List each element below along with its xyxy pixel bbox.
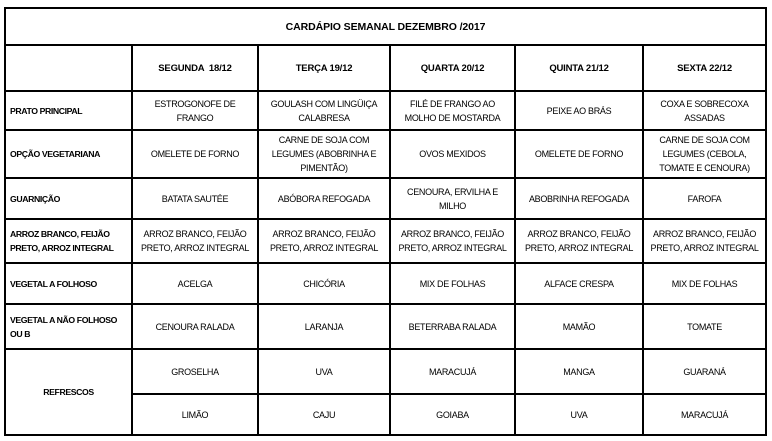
day-header-terca: TERÇA 19/12: [257, 44, 391, 92]
table-row: REFRESCOS GROSELHA UVA MARACUJÁ MANGA GU…: [4, 348, 768, 436]
menu-cell: CENOURA, ERVILHA E MILHO: [389, 177, 516, 220]
table-title: CARDÁPIO SEMANAL DEZEMBRO /2017: [3, 7, 768, 46]
row-label-guarnicao: GUARNIÇÃO: [4, 177, 133, 220]
menu-cell: CENOURA RALADA: [131, 303, 259, 350]
row-label-refrescos: REFRESCOS: [4, 348, 133, 436]
menu-cell: LIMÃO: [131, 393, 259, 436]
day-header-sexta: SEXTA 22/12: [641, 44, 768, 92]
menu-cell: ESTROGONOFE DE FRANGO: [131, 90, 259, 131]
menu-cell: MAMÃO: [514, 303, 644, 350]
table-row: ARROZ BRANCO, FEIJÃO PRETO, ARROZ INTEGR…: [4, 218, 768, 264]
row-label-opcao-vegetariana: OPÇÃO VEGETARIANA: [4, 129, 133, 179]
table-row: LIMÃO CAJU GOIABA UVA MARACUJÁ: [5, 393, 768, 436]
menu-cell: LARANJA: [257, 303, 391, 350]
menu-cell: MIX DE FOLHAS: [641, 262, 768, 305]
menu-cell: COXA E SOBRECOXA ASSADAS: [641, 90, 768, 131]
menu-cell: OMELETE DE FORNO: [131, 129, 259, 179]
menu-cell: GOULASH COM LINGÜIÇA CALABRESA: [257, 90, 391, 131]
menu-cell: ACELGA: [131, 262, 259, 305]
menu-cell: ARROZ BRANCO, FEIJÃO PRETO, ARROZ INTEGR…: [389, 218, 516, 264]
menu-cell: MARACUJÁ: [641, 393, 768, 436]
menu-cell: CARNE DE SOJA COM LEGUMES (CEBOLA, TOMAT…: [641, 129, 768, 179]
menu-table: CARDÁPIO SEMANAL DEZEMBRO /2017 SEGUNDA …: [3, 7, 768, 436]
menu-cell: CAJU: [257, 393, 391, 436]
table-row: GUARNIÇÃO BATATA SAUTÉE ABÓBORA REFOGADA…: [4, 177, 768, 220]
menu-cell: OVOS MEXIDOS: [389, 129, 516, 179]
menu-cell: FAROFA: [641, 177, 768, 220]
menu-cell: CARNE DE SOJA COM LEGUMES (ABOBRINHA E P…: [257, 129, 391, 179]
menu-cell: FILÉ DE FRANGO AO MOLHO DE MOSTARDA: [389, 90, 516, 131]
menu-cell: ARROZ BRANCO, FEIJÃO PRETO, ARROZ INTEGR…: [131, 218, 259, 264]
menu-cell: GOIABA: [389, 393, 516, 436]
menu-cell: GROSELHA: [131, 348, 259, 395]
menu-cell: TOMATE: [641, 303, 768, 350]
table-row: VEGETAL A NÃO FOLHOSO OU B CENOURA RALAD…: [4, 303, 768, 350]
menu-cell: MIX DE FOLHAS: [389, 262, 516, 305]
menu-cell: ARROZ BRANCO, FEIJÃO PRETO, ARROZ INTEGR…: [257, 218, 391, 264]
menu-cell: CHICÓRIA: [257, 262, 391, 305]
table-row: VEGETAL A FOLHOSO ACELGA CHICÓRIA MIX DE…: [4, 262, 768, 305]
menu-cell: BATATA SAUTÉE: [131, 177, 259, 220]
menu-cell: ALFACE CRESPA: [514, 262, 644, 305]
day-header-quarta: QUARTA 20/12: [389, 44, 516, 92]
menu-cell: GUARANÁ: [641, 348, 768, 395]
menu-cell: PEIXE AO BRÁS: [514, 90, 644, 131]
menu-cell: OMELETE DE FORNO: [514, 129, 644, 179]
menu-cell: ABÓBORA REFOGADA: [257, 177, 391, 220]
menu-cell: UVA: [514, 393, 644, 436]
row-label-arroz-feijao: ARROZ BRANCO, FEIJÃO PRETO, ARROZ INTEGR…: [4, 218, 133, 264]
title-row: CARDÁPIO SEMANAL DEZEMBRO /2017: [3, 7, 768, 46]
day-header-segunda: SEGUNDA 18/12: [131, 44, 259, 92]
row-label-vegetal-folhoso: VEGETAL A FOLHOSO: [4, 262, 133, 305]
menu-cell: UVA: [257, 348, 391, 395]
corner-cell: [4, 44, 133, 92]
menu-cell: ARROZ BRANCO, FEIJÃO PRETO, ARROZ INTEGR…: [514, 218, 644, 264]
table-row: PRATO PRINCIPAL ESTROGONOFE DE FRANGO GO…: [4, 90, 768, 131]
menu-cell: ABOBRINHA REFOGADA: [514, 177, 644, 220]
day-header-quinta: QUINTA 21/12: [514, 44, 644, 92]
header-row: SEGUNDA 18/12 TERÇA 19/12 QUARTA 20/12 Q…: [4, 44, 768, 92]
row-label-vegetal-nao-folhoso: VEGETAL A NÃO FOLHOSO OU B: [4, 303, 133, 350]
menu-cell: BETERRABA RALADA: [389, 303, 516, 350]
row-label-prato-principal: PRATO PRINCIPAL: [4, 90, 133, 131]
table-row: OPÇÃO VEGETARIANA OMELETE DE FORNO CARNE…: [4, 129, 768, 179]
menu-cell: MANGA: [514, 348, 644, 395]
menu-cell: ARROZ BRANCO, FEIJÃO PRETO, ARROZ INTEGR…: [641, 218, 768, 264]
menu-cell: MARACUJÁ: [389, 348, 516, 395]
